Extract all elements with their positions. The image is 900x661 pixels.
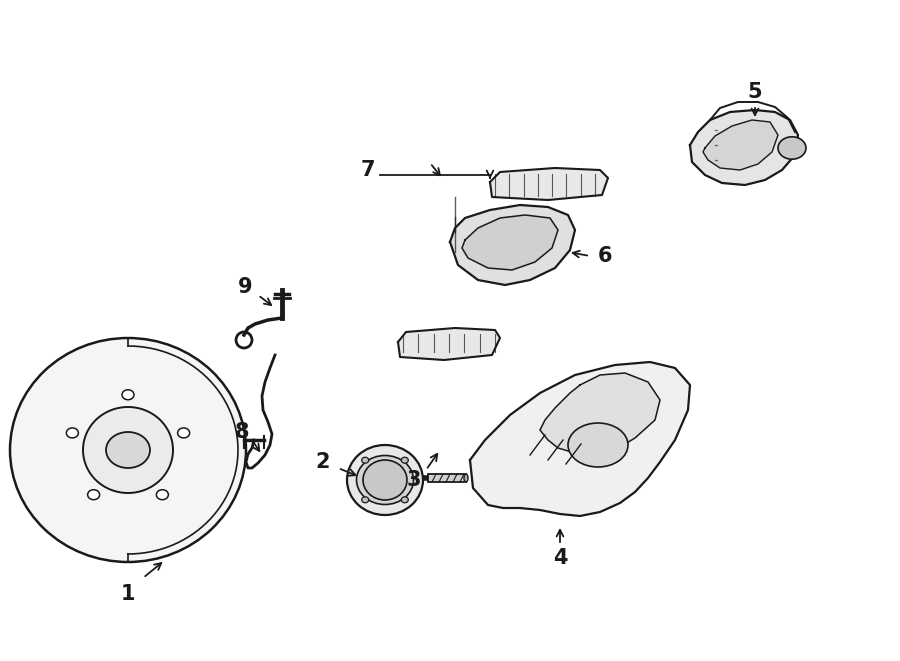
Bar (428, 474, 466, 482)
Text: 5: 5 (748, 82, 762, 102)
Text: 3: 3 (407, 470, 421, 490)
Text: 6: 6 (598, 246, 612, 266)
Polygon shape (540, 373, 660, 455)
Text: 4: 4 (553, 548, 567, 568)
Ellipse shape (10, 338, 246, 562)
Polygon shape (450, 205, 575, 285)
Ellipse shape (87, 490, 100, 500)
Ellipse shape (568, 423, 628, 467)
Polygon shape (462, 215, 558, 270)
Ellipse shape (356, 455, 413, 504)
Polygon shape (490, 168, 608, 200)
Ellipse shape (778, 137, 806, 159)
Text: 2: 2 (316, 452, 330, 472)
Ellipse shape (106, 432, 150, 468)
Ellipse shape (177, 428, 190, 438)
Ellipse shape (122, 390, 134, 400)
Ellipse shape (363, 460, 407, 500)
Text: 9: 9 (238, 277, 252, 297)
Polygon shape (690, 110, 798, 185)
Ellipse shape (362, 457, 369, 463)
Ellipse shape (464, 474, 468, 482)
Ellipse shape (83, 407, 173, 493)
Text: 8: 8 (235, 422, 249, 442)
Text: 7: 7 (361, 160, 375, 180)
Ellipse shape (401, 497, 409, 503)
Ellipse shape (362, 497, 369, 503)
Ellipse shape (347, 445, 423, 515)
Text: 1: 1 (121, 584, 135, 604)
Ellipse shape (157, 490, 168, 500)
Polygon shape (398, 328, 500, 360)
Polygon shape (470, 362, 690, 516)
Polygon shape (703, 120, 778, 170)
Ellipse shape (67, 428, 78, 438)
Ellipse shape (401, 457, 409, 463)
